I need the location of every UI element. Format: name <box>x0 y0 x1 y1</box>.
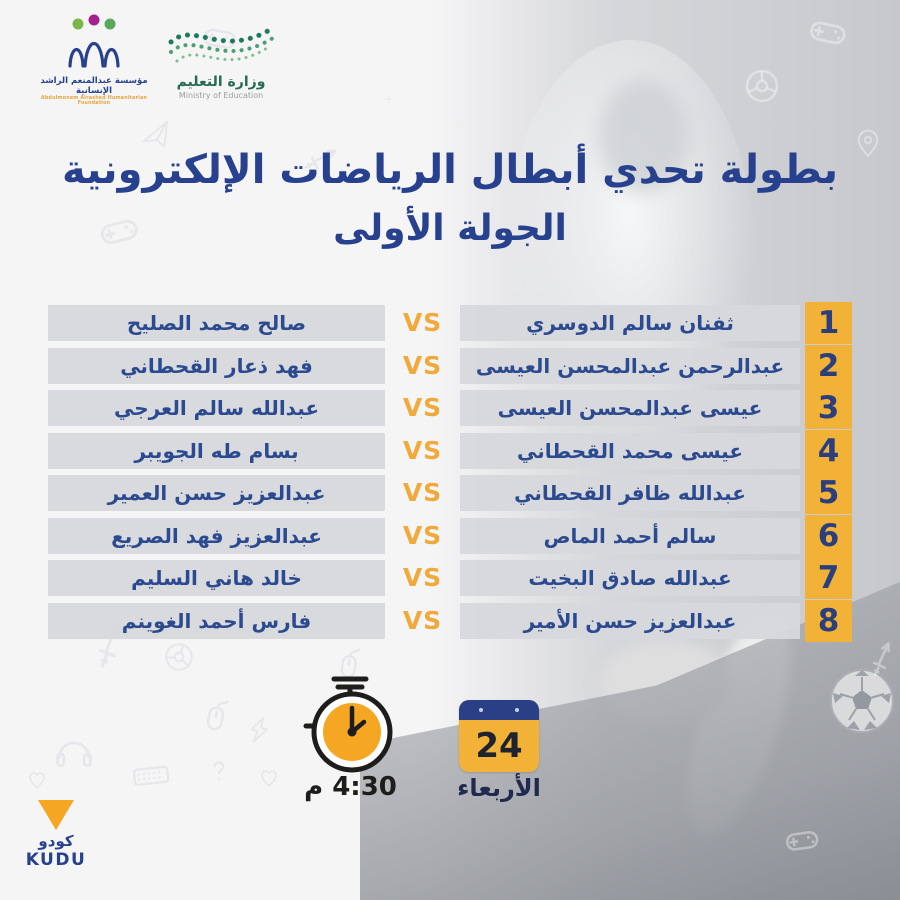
foundation-logo-mark-icon <box>68 14 120 68</box>
match-time: 4:30 م <box>304 772 397 802</box>
player-name-right: عيسى عبدالمحسن العيسى <box>460 390 800 426</box>
match-row-1: ثفنان سالم الدوسري VS صالح محمد الصليح 1 <box>48 302 852 344</box>
player-name-left: فهد ذعار القحطاني <box>48 347 385 384</box>
player-name-right: عيسى محمد القحطاني <box>460 432 800 469</box>
vs-label: VS <box>402 308 443 337</box>
vs-label: VS <box>402 563 443 592</box>
plus-doodle-icon <box>382 92 396 106</box>
vs-label: VS <box>402 478 443 507</box>
match-row-8: عبدالعزيز حسن الأمير VS فارس أحمد الغوين… <box>48 599 852 642</box>
match-number-badge: 6 <box>805 514 852 557</box>
player-head-shape <box>598 78 690 193</box>
match-number-badge: 2 <box>805 344 852 387</box>
foundation-name-english: Abdulmonem Alrashed Humanitarian Foundat… <box>40 96 148 107</box>
gamepad-doodle-icon <box>802 6 854 58</box>
player-name-left: فارس أحمد الغوينم <box>48 602 385 639</box>
player-name-left: صالح محمد الصليح <box>48 305 385 341</box>
match-number-badge: 3 <box>805 387 852 429</box>
title-line-2: الجولة الأولى <box>333 208 567 249</box>
poster-title: بطولة تحدي أبطال الرياضات الإلكترونية ال… <box>0 146 900 249</box>
ministry-logo-mark-icon <box>168 25 276 63</box>
vs-label: VS <box>402 393 443 422</box>
stopwatch-icon <box>303 676 393 773</box>
soccer-ball-icon <box>830 669 894 733</box>
match-number-badge: 8 <box>805 599 852 642</box>
player-name-left: عبدالعزيز فهد الصريع <box>48 517 385 554</box>
kudu-triangle-icon <box>38 800 74 830</box>
vs-label: VS <box>402 520 443 550</box>
weekday-label: الأربعاء <box>457 774 541 802</box>
vs-label: VS <box>402 435 443 465</box>
player-name-right: سالم أحمد الماص <box>460 517 800 554</box>
player-name-left: خالد هاني السليم <box>48 560 385 596</box>
kudu-name-english: KUDU <box>25 850 87 870</box>
player-name-right: عبدالله صادق البخيت <box>460 560 800 596</box>
player-name-left: بسام طه الجويبر <box>48 432 385 469</box>
headphones-doodle-icon <box>52 730 96 774</box>
vs-label: VS <box>402 350 443 380</box>
lightning-doodle-icon <box>241 712 277 748</box>
match-row-7: عبدالله صادق البخيت VS خالد هاني السليم … <box>48 557 852 599</box>
match-row-5: عبدالله ظافر القحطاني VS عبدالعزيز حسن ا… <box>48 472 852 514</box>
steering-wheel-doodle-icon <box>157 635 201 679</box>
player-name-right: عبدالرحمن عبدالمحسن العيسى <box>460 347 800 384</box>
match-row-4: عيسى محمد القحطاني VS بسام طه الجويبر 4 <box>48 429 852 472</box>
calendar-icon: 24 <box>459 700 539 772</box>
match-row-6: سالم أحمد الماص VS عبدالعزيز فهد الصريع … <box>48 514 852 557</box>
player-name-left: عبدالعزيز حسن العمير <box>48 475 385 511</box>
keyboard-doodle-icon <box>120 752 182 798</box>
ministry-name-english: Ministry of Education <box>178 91 264 100</box>
ministry-name-arabic: وزارة التعليم <box>176 74 266 90</box>
player-name-left: عبدالله سالم العرجي <box>48 390 385 426</box>
title-line-1: بطولة تحدي أبطال الرياضات الإلكترونية <box>61 147 839 193</box>
heart-doodle-icon <box>24 766 50 792</box>
calendar-day-number: 24 <box>475 726 523 766</box>
foundation-logo: مؤسسة عبدالمنعم الراشد الإنسانية Abdulmo… <box>28 14 160 106</box>
gamepad-doodle-icon <box>779 817 824 862</box>
match-number-badge: 4 <box>805 429 852 472</box>
kudu-logo: كودو KUDU <box>18 800 94 870</box>
match-list: ثفنان سالم الدوسري VS صالح محمد الصليح 1… <box>48 302 852 642</box>
player-name-right: ثفنان سالم الدوسري <box>460 305 800 341</box>
match-number-badge: 1 <box>805 302 852 344</box>
steering-wheel-doodle-icon <box>742 66 782 106</box>
foundation-name-arabic: مؤسسة عبدالمنعم الراشد الإنسانية <box>40 76 148 97</box>
ministry-logo: وزارة التعليم Ministry of Education <box>160 20 282 100</box>
mouse-doodle-icon <box>191 686 241 745</box>
kudu-name-arabic: كودو <box>38 832 74 850</box>
match-row-2: عبدالرحمن عبدالمحسن العيسى VS فهد ذعار ا… <box>48 344 852 387</box>
match-number-badge: 7 <box>805 557 852 599</box>
match-row-3: عيسى عبدالمحسن العيسى VS عبدالله سالم ال… <box>48 387 852 429</box>
player-name-right: عبدالله ظافر القحطاني <box>460 475 800 511</box>
calendar-header <box>459 700 539 720</box>
match-number-badge: 5 <box>805 472 852 514</box>
player-name-right: عبدالعزيز حسن الأمير <box>460 602 800 639</box>
vs-label: VS <box>402 605 443 635</box>
question-mark-doodle-icon <box>204 756 234 786</box>
